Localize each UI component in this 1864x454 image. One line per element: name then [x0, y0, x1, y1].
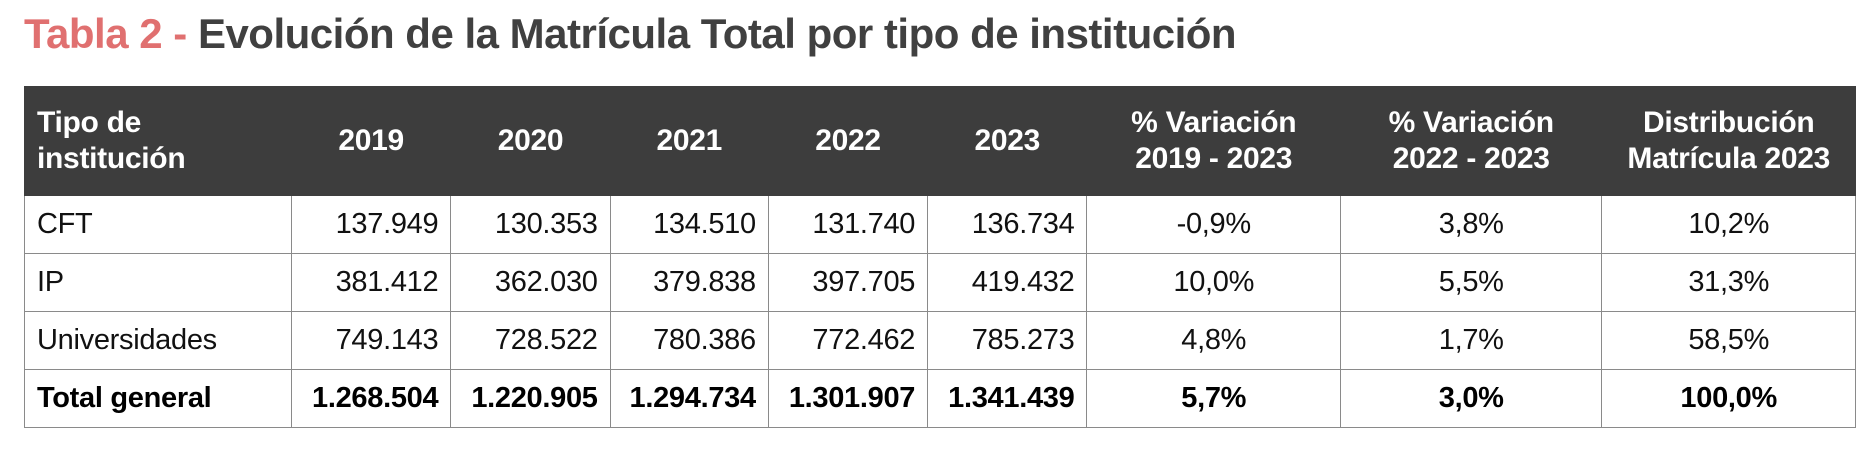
cell-distribucion-2023: 58,5% — [1601, 311, 1856, 370]
cell-distribucion-2023: 10,2% — [1601, 195, 1856, 254]
cell-variacion-2019-2023: -0,9% — [1086, 195, 1341, 254]
table-row: CFT 137.949 130.353 134.510 131.740 136.… — [23, 195, 1856, 254]
row-label: IP — [23, 253, 293, 312]
cell-2019: 137.949 — [291, 195, 452, 254]
cell-2020: 362.030 — [450, 253, 611, 312]
header-2020: 2020 — [450, 86, 611, 196]
table-total-row: Total general 1.268.504 1.220.905 1.294.… — [23, 369, 1856, 428]
cell-2020: 130.353 — [450, 195, 611, 254]
header-distribucion-2023: Distribución Matrícula 2023 — [1601, 86, 1856, 196]
total-distribucion-2023: 100,0% — [1601, 369, 1856, 428]
cell-2022: 772.462 — [767, 311, 929, 370]
cell-2022: 131.740 — [767, 195, 929, 254]
cell-2022: 397.705 — [767, 253, 929, 312]
table-row: IP 381.412 362.030 379.838 397.705 419.4… — [23, 253, 1856, 312]
cell-2023: 785.273 — [927, 311, 1088, 370]
cell-variacion-2022-2023: 3,8% — [1339, 195, 1603, 254]
row-label: Universidades — [23, 311, 293, 370]
header-2021: 2021 — [609, 86, 769, 196]
table-title-prefix: Tabla 2 - — [24, 10, 198, 57]
total-2021: 1.294.734 — [609, 369, 769, 428]
cell-2021: 379.838 — [609, 253, 769, 312]
row-label: CFT — [23, 195, 293, 254]
cell-2023: 419.432 — [927, 253, 1088, 312]
total-variacion-2019-2023: 5,7% — [1086, 369, 1341, 428]
header-variacion-2019-2023: % Variación 2019 - 2023 — [1086, 86, 1341, 196]
enrollment-table: Tipo de institución 2019 2020 2021 2022 2… — [23, 86, 1856, 428]
total-label: Total general — [23, 369, 293, 428]
cell-2020: 728.522 — [450, 311, 611, 370]
cell-variacion-2022-2023: 5,5% — [1339, 253, 1603, 312]
table-title-text: Evolución de la Matrícula Total por tipo… — [197, 10, 1237, 57]
cell-variacion-2019-2023: 4,8% — [1086, 311, 1341, 370]
cell-2021: 780.386 — [609, 311, 769, 370]
header-2019: 2019 — [291, 86, 452, 196]
total-2023: 1.341.439 — [927, 369, 1088, 428]
cell-2021: 134.510 — [609, 195, 769, 254]
header-2023: 2023 — [927, 86, 1088, 196]
cell-distribucion-2023: 31,3% — [1601, 253, 1856, 312]
cell-variacion-2019-2023: 10,0% — [1086, 253, 1341, 312]
cell-2023: 136.734 — [927, 195, 1088, 254]
header-variacion-2022-2023: % Variación 2022 - 2023 — [1339, 86, 1603, 196]
cell-variacion-2022-2023: 1,7% — [1339, 311, 1603, 370]
total-2019: 1.268.504 — [291, 369, 452, 428]
table-header-row: Tipo de institución 2019 2020 2021 2022 2… — [23, 86, 1856, 196]
header-2022: 2022 — [767, 86, 929, 196]
cell-2019: 381.412 — [291, 253, 452, 312]
total-variacion-2022-2023: 3,0% — [1339, 369, 1603, 428]
cell-2019: 749.143 — [291, 311, 452, 370]
total-2022: 1.301.907 — [767, 369, 929, 428]
total-2020: 1.220.905 — [450, 369, 611, 428]
table-title: Tabla 2 - Evolución de la Matrícula Tota… — [24, 8, 1237, 60]
table-row: Universidades 749.143 728.522 780.386 77… — [23, 311, 1856, 370]
header-tipo-institucion: Tipo de institución — [23, 86, 293, 196]
